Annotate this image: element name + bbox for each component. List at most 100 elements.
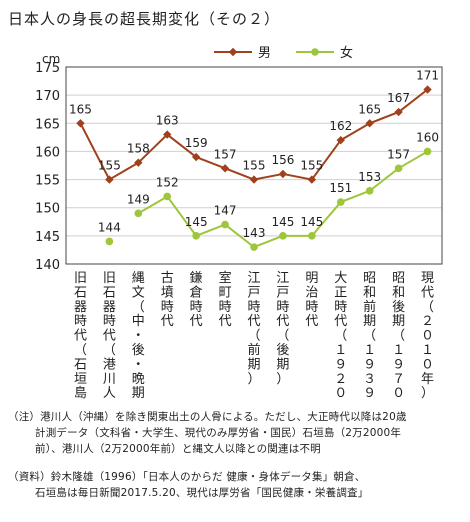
x-tick-label-7: 江戸時代（後期） — [276, 271, 289, 387]
y-tick-label-140: 140 — [35, 258, 60, 273]
series-1-point-1 — [105, 237, 114, 246]
note-block: （注）港川人（沖縄）を除き関東出土の人骨による。ただし、大正時代以降は20歳 計… — [8, 409, 407, 457]
series-1-data-label-12: 160 — [416, 130, 439, 144]
series-0-data-label-1: 155 — [98, 159, 121, 173]
series-1-data-label-3: 152 — [156, 175, 179, 189]
series-0-line-segment-8 — [282, 172, 313, 181]
series-0-data-label-3: 163 — [156, 114, 179, 128]
series-0-point-10 — [365, 119, 374, 128]
x-tick-label-5: 室町時代 — [219, 270, 232, 329]
series-0-point-11 — [394, 107, 403, 117]
y-tick-label-155: 155 — [35, 174, 60, 189]
series-0-point-0 — [76, 119, 85, 128]
series-0-point-8 — [307, 175, 317, 184]
series-0-line-segment-2 — [108, 161, 139, 181]
note-line-1: （注）港川人（沖縄）を除き関東出土の人骨による。ただし、大正時代以降は20歳 — [8, 411, 407, 423]
series-0-line-segment-4 — [166, 133, 197, 158]
series-0-line-segment-12 — [398, 88, 429, 113]
series-1-point-9 — [336, 198, 345, 206]
series-0-line-segment-7 — [253, 172, 284, 181]
series-0-point-1 — [105, 175, 114, 184]
series-1-point-11 — [394, 164, 403, 173]
plot-area-frame — [65, 66, 443, 265]
series-1-data-label-1: 144 — [98, 220, 121, 234]
y-tick-label-150: 150 — [35, 202, 60, 217]
note-line-3: 前）、港川人（2万2000年前）と縄文人以降との関連は不明 — [35, 443, 321, 455]
y-tick-label-165: 165 — [35, 117, 60, 132]
series-1-data-label-11: 157 — [387, 147, 410, 161]
series-1-line-segment-3 — [166, 195, 197, 237]
series-0-point-5 — [220, 164, 230, 173]
y-tick-label-145: 145 — [35, 230, 60, 245]
source-line-1: （資料）鈴木隆雄（1996）「日本人のからだ 健康・身体データ集」朝倉、 — [8, 471, 366, 483]
series-1-line-segment-4 — [195, 223, 226, 237]
series-0-point-9 — [336, 135, 345, 145]
series-1-data-label-8: 145 — [300, 215, 323, 229]
source-line-2: 石垣島は毎日新聞2017.5.20、現代は厚労省「国民健康・栄養調査」 — [35, 487, 369, 499]
series-1-point-2 — [134, 209, 143, 218]
series-0-data-label-6: 155 — [243, 159, 266, 173]
legend-label-0: 男 — [258, 46, 271, 61]
x-tick-label-4: 鎌倉時代 — [190, 271, 203, 329]
source-block: （資料）鈴木隆雄（1996）「日本人のからだ 健康・身体データ集」朝倉、 石垣島… — [8, 469, 368, 501]
series-0-point-4 — [191, 152, 201, 162]
series-0-point-12 — [423, 85, 432, 94]
chart-title: 日本人の身長の超長期変化（その２） — [8, 10, 281, 28]
series-1-line-segment-2 — [137, 195, 168, 215]
x-tick-label-3: 古墳時代 — [161, 271, 174, 329]
series-1-point-5 — [221, 220, 229, 229]
x-tick-label-9: 大正時代（１９２０年） — [334, 271, 347, 400]
x-tick-label-0: 旧石器時代（石垣島） — [74, 271, 87, 400]
series-0-data-label-8: 155 — [300, 159, 323, 173]
series-0-data-label-0: 165 — [69, 102, 92, 116]
series-0-point-6 — [249, 175, 259, 184]
series-0-line-segment-1 — [79, 122, 111, 181]
x-tick-label-8: 明治時代 — [305, 271, 318, 329]
series-0-line-segment-5 — [195, 156, 226, 170]
legend-label-1: 女 — [340, 45, 353, 61]
x-tick-label-6: 江戸時代（前期） — [247, 271, 260, 387]
legend-marker-1 — [311, 48, 319, 56]
series-0-point-7 — [278, 169, 288, 179]
x-tick-label-10: 昭和前期（１９３９年） — [363, 271, 376, 400]
series-0-line-segment-11 — [369, 111, 399, 125]
y-axis-unit: cm — [42, 52, 60, 66]
series-1-data-label-5: 147 — [214, 204, 237, 218]
series-0-data-label-2: 158 — [127, 142, 150, 156]
series-1-line-segment-8 — [311, 201, 342, 237]
series-1-data-label-2: 149 — [127, 192, 150, 206]
series-1-data-label-10: 153 — [358, 170, 381, 184]
series-0-data-label-12: 171 — [416, 69, 439, 83]
series-1-point-7 — [279, 232, 287, 240]
series-1-line-segment-11 — [398, 150, 429, 170]
legend-marker-0 — [228, 47, 238, 57]
y-tick-label-160: 160 — [35, 145, 60, 160]
series-0-data-label-11: 167 — [387, 91, 410, 105]
series-0-data-label-10: 165 — [358, 102, 381, 116]
y-tick-label-175: 175 — [35, 61, 60, 76]
series-1-line-segment-6 — [253, 234, 284, 249]
note-line-2: 計測データ（文科省・大学生、現代のみ厚労省・国民）石垣島（2万2000年 — [35, 427, 402, 439]
series-0-data-label-4: 159 — [185, 136, 208, 150]
x-tick-label-12: 現代（２０１０年） — [421, 271, 434, 400]
series-1-line-segment-5 — [224, 223, 255, 248]
series-0-data-label-9: 162 — [329, 119, 352, 133]
x-tick-label-11: 昭和後期（１９７０年） — [392, 271, 405, 400]
series-0-point-3 — [163, 130, 172, 139]
series-1-point-8 — [308, 232, 316, 240]
series-0-point-2 — [134, 158, 143, 167]
series-0-line-segment-3 — [137, 133, 168, 164]
series-1-point-12 — [423, 147, 432, 156]
series-1-point-6 — [250, 243, 258, 251]
series-1-data-label-6: 143 — [243, 226, 266, 240]
series-1-point-10 — [365, 187, 374, 195]
series-1-data-label-4: 145 — [185, 215, 208, 229]
series-1-point-3 — [163, 192, 172, 201]
x-tick-label-1: 旧石器時代（港川人） — [103, 271, 116, 400]
series-0-line-segment-10 — [340, 122, 371, 142]
series-1-point-4 — [192, 232, 200, 240]
x-tick-label-2: 縄文（中・後・晩期） — [132, 271, 145, 400]
series-1-line-segment-9 — [340, 189, 371, 204]
series-0-data-label-5: 157 — [214, 147, 237, 161]
